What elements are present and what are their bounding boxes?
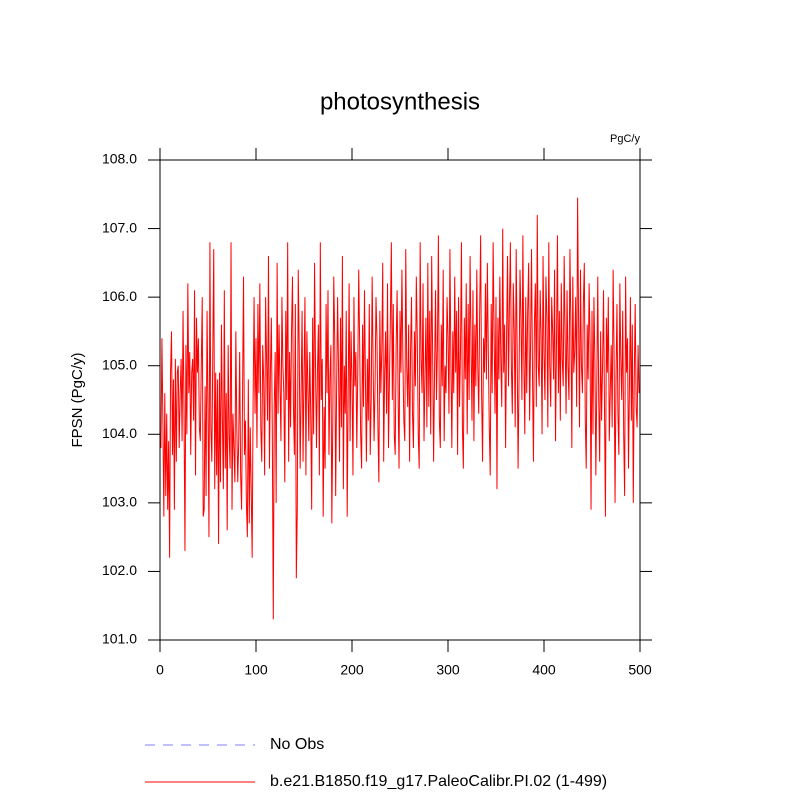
plot-frame: [159, 159, 641, 641]
y-tick-label: 101.0: [102, 631, 137, 647]
x-tick-label: 300: [436, 662, 460, 678]
x-tick-label: 200: [340, 662, 364, 678]
x-tick-label: 400: [532, 662, 556, 678]
y-tick-label: 106.0: [102, 288, 137, 304]
chart-title: photosynthesis: [320, 88, 480, 115]
y-tick-label: 107.0: [102, 219, 137, 235]
x-tick-label: 100: [244, 662, 268, 678]
y-tick-label: 103.0: [102, 494, 137, 510]
legend-label: b.e21.B1850.f19_g17.PaleoCalibr.PI.02 (1…: [270, 773, 607, 790]
x-tick-label: 500: [628, 662, 652, 678]
y-tick-label: 105.0: [102, 356, 137, 372]
x-tick-label: 0: [156, 662, 164, 678]
data-line: [160, 197, 640, 620]
y-tick-label: 102.0: [102, 562, 137, 578]
y-tick-label: 104.0: [102, 425, 137, 441]
y-axis-label: FPSN (PgC/y): [69, 352, 86, 447]
y-tick-label: 108.0: [102, 151, 137, 167]
legend-label: No Obs: [270, 736, 324, 753]
units-label: PgC/y: [610, 133, 640, 145]
